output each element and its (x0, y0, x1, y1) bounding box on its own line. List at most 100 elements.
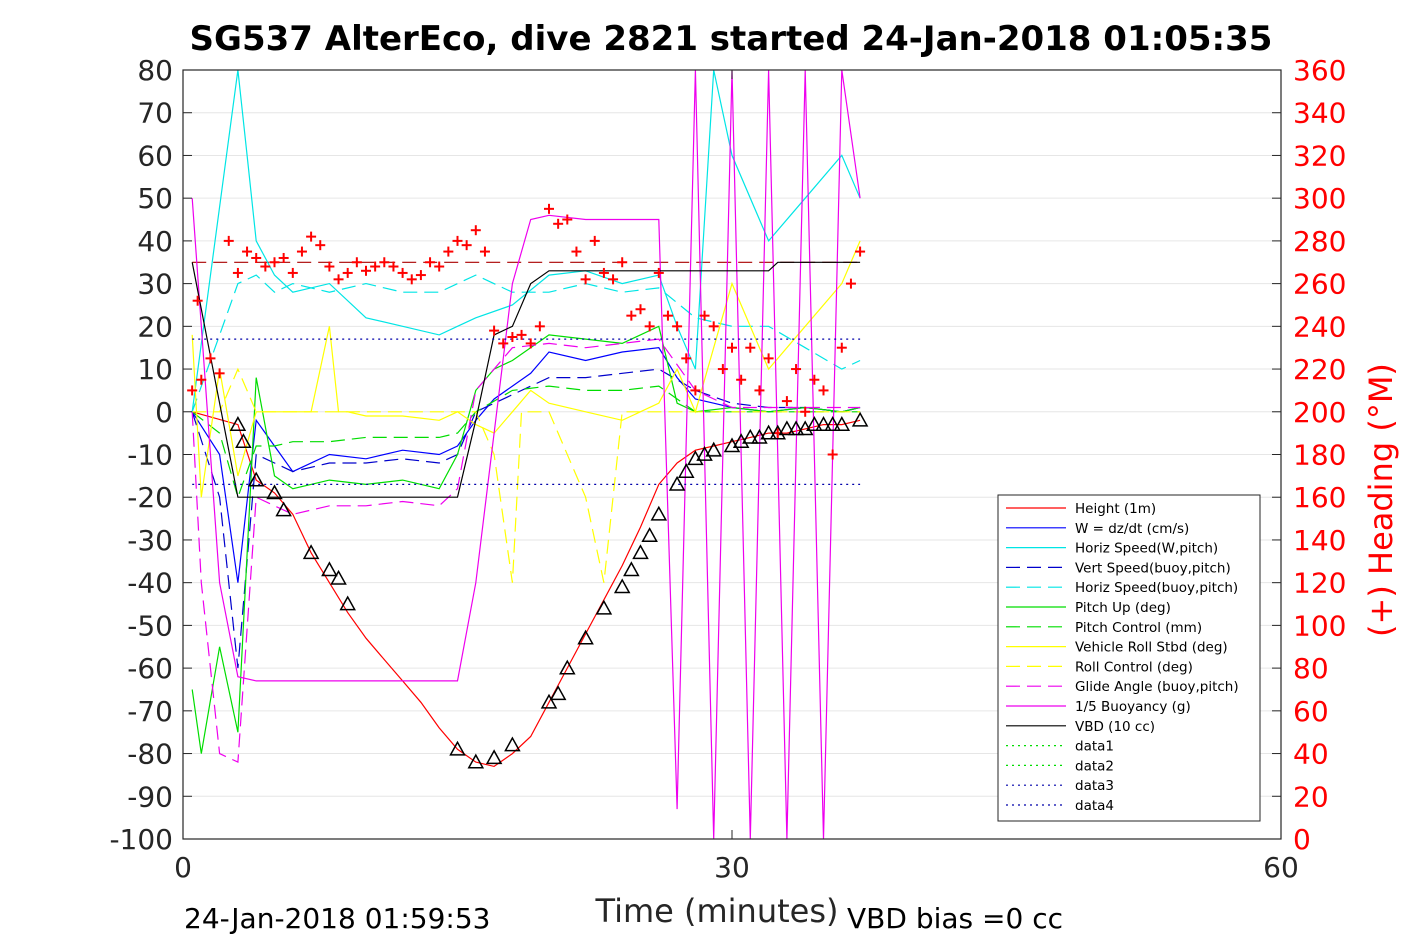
heading-marker (653, 267, 664, 278)
legend-entry-label: data1 (1075, 739, 1114, 755)
heading-marker (525, 338, 536, 349)
depth-marker (787, 420, 805, 436)
depth-marker (266, 484, 283, 500)
heading-marker (278, 252, 289, 263)
footer-vbd-bias: VBD bias =0 cc (847, 902, 1063, 935)
depth-marker (623, 561, 640, 577)
depth-marker (449, 740, 466, 756)
y-tick-label: -50 (127, 609, 173, 642)
heading-marker (681, 353, 692, 364)
series-line-horiz-speed-w-pitch- (191, 70, 861, 412)
heading-marker (251, 252, 262, 263)
y-right-tick-label: 240 (1293, 310, 1346, 343)
depth-marker (235, 433, 252, 449)
series-layer (191, 70, 861, 839)
legend: Height (1m) W = dz/dt (cm/s) Horiz Speed(W… (997, 494, 1261, 822)
heading-marker (333, 274, 344, 285)
y-right-tick-label: 320 (1293, 139, 1346, 172)
depth-marker (302, 544, 320, 560)
y-right-tick-label: 100 (1293, 609, 1346, 642)
heading-marker (397, 267, 408, 278)
heading-marker (534, 321, 545, 332)
heading-marker (809, 374, 820, 385)
y-right-tick-label: 280 (1293, 225, 1346, 258)
series-line-vbd-10-cc- (191, 261, 861, 498)
heading-marker (708, 321, 719, 332)
heading-marker (717, 364, 728, 375)
depth-marker (485, 749, 503, 765)
heading-marker (443, 246, 454, 257)
heading-marker (223, 235, 234, 246)
heading-marker (727, 342, 737, 353)
legend-entry-label: W = dz/dt (cm/s) (1075, 521, 1189, 537)
right-axis-ticks: 3603403203002802602402202001801601401201… (1272, 54, 1346, 856)
series-line-w-dz-dt-cm-s- (191, 347, 861, 583)
legend-entry-label: Pitch Control (mm) (1075, 620, 1202, 636)
y-right-tick-label: 40 (1293, 738, 1329, 771)
heading-marker (662, 310, 673, 321)
depth-marker (577, 629, 594, 645)
heading-marker (324, 261, 335, 272)
legend-entry-label: data3 (1075, 778, 1114, 794)
depth-marker (275, 501, 292, 517)
heading-marker (342, 267, 353, 278)
heading-marker (388, 261, 399, 272)
heading-marker (589, 235, 600, 246)
depth-marker (504, 736, 521, 752)
legend-entry-label: Horiz Speed(buoy,pitch) (1075, 580, 1238, 596)
heading-marker (242, 246, 253, 257)
depth-marker (815, 416, 832, 431)
y-tick-label: 60 (137, 139, 173, 172)
depth-marker (339, 595, 356, 611)
legend-box (997, 494, 1261, 822)
depth-marker (247, 471, 265, 487)
heading-marker (470, 225, 481, 236)
heading-marker (507, 332, 518, 343)
legend-entry-label: Height (1m) (1075, 501, 1156, 517)
legend-entry-label: VBD (10 cc) (1075, 719, 1155, 735)
heading-marker (205, 353, 216, 364)
heading-marker (635, 304, 646, 315)
depth-marker (559, 659, 576, 675)
y-right-tick-label: 260 (1293, 268, 1346, 301)
depth-marker (806, 416, 823, 431)
y-tick-label: -90 (127, 780, 173, 813)
heading-marker (269, 257, 280, 268)
y-right-tick-label: 140 (1293, 524, 1346, 557)
legend-entry-label: 1/5 Buoyancy (g) (1075, 699, 1191, 715)
heading-marker (196, 374, 207, 385)
heading-marker (598, 267, 609, 278)
chart-title: SG537 AlterEco, dive 2821 started 24-Jan… (190, 19, 1273, 59)
heading-marker (580, 274, 591, 285)
depth-marker (467, 753, 485, 769)
y-tick-label: -70 (127, 695, 173, 728)
heading-marker (361, 265, 371, 276)
depth-marker (824, 416, 841, 431)
depth-marker (330, 569, 347, 585)
y-right-tick-label: 340 (1293, 97, 1346, 130)
depth-marker (778, 420, 796, 436)
heading-marker (452, 235, 463, 246)
y-tick-label: -80 (127, 738, 173, 771)
y-tick-label: -30 (127, 524, 173, 557)
heading-marker (296, 246, 307, 257)
depth-marker (650, 505, 668, 521)
x-tick-label: 0 (174, 851, 192, 884)
depth-marker (229, 416, 247, 431)
heading-marker (745, 342, 756, 353)
heading-marker (644, 321, 655, 332)
heading-marker (690, 385, 701, 396)
y-tick-label: 20 (137, 310, 173, 343)
heading-marker (736, 374, 747, 385)
heading-marker (351, 257, 362, 268)
y-tick-label: 40 (137, 225, 173, 258)
y-tick-label: -20 (127, 481, 173, 514)
x-axis-label: Time (minutes) (595, 892, 839, 930)
heading-marker (699, 310, 710, 321)
heading-marker (379, 257, 390, 268)
heading-marker (370, 261, 381, 272)
legend-entry-label: Pitch Up (deg) (1075, 600, 1171, 616)
y-right-tick-label: 180 (1293, 439, 1346, 472)
y-right-tick-label: 160 (1293, 481, 1346, 514)
y-right-tick-label: 200 (1293, 396, 1346, 429)
